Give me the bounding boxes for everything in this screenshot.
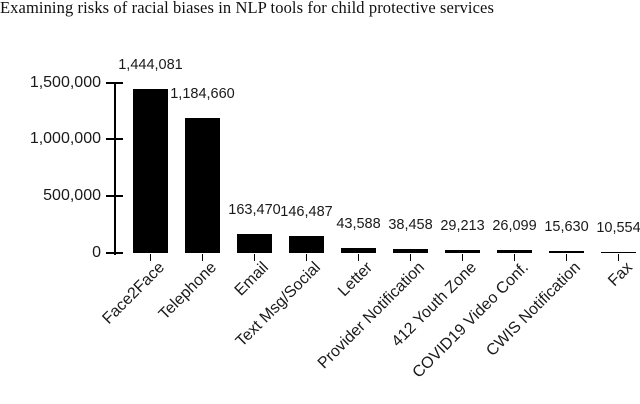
bar-value-label: 1,184,660 [170, 86, 235, 103]
bar-cwis-notification [549, 251, 584, 253]
x-axis-tick [409, 253, 412, 261]
y-axis-tick [106, 195, 123, 198]
bar-email [237, 234, 272, 253]
bar-value-label: 146,487 [280, 204, 333, 221]
bar-text-msg-social [289, 236, 324, 253]
bar-value-label: 43,588 [336, 216, 381, 233]
x-axis-tick [357, 253, 360, 261]
x-axis-tick-label: Fax [604, 259, 636, 290]
y-axis-tick [106, 252, 123, 254]
bar-value-label: 38,458 [388, 216, 433, 233]
bar-value-label: 15,630 [544, 219, 589, 236]
bar-face2face [133, 88, 168, 253]
page-title: Examining risks of racial biases in NLP … [0, 0, 494, 17]
bar-value-label: 26,099 [492, 218, 537, 235]
x-axis-tick [305, 253, 308, 261]
y-axis-tick-label: 500,000 [43, 187, 101, 205]
bar-letter [341, 248, 376, 253]
bar-value-label: 10,554 [596, 219, 640, 236]
x-axis-tick [617, 253, 620, 261]
y-axis-tick-label: 1,500,000 [29, 73, 101, 91]
bar-fax [601, 251, 636, 253]
y-axis-tick-label: 0 [92, 244, 101, 261]
x-axis-tick [149, 253, 152, 261]
bar-provider-notification [393, 248, 428, 253]
y-axis-tick [106, 138, 123, 141]
x-axis-tick [513, 253, 516, 261]
bar-telephone [185, 118, 220, 253]
bar-covid19-video-conf- [497, 250, 532, 253]
y-axis-tick [106, 81, 123, 84]
x-axis-tick [565, 253, 568, 261]
bar-value-label: 1,444,081 [118, 56, 183, 73]
x-axis-tick [461, 253, 464, 261]
x-axis-tick [253, 253, 256, 261]
bar-412-youth-zone [445, 249, 480, 253]
x-axis-tick [201, 253, 204, 261]
bar-value-label: 29,213 [440, 217, 485, 234]
y-axis-tick-label: 1,000,000 [29, 130, 101, 148]
y-axis-line [113, 81, 116, 255]
bar-value-label: 163,470 [228, 202, 281, 219]
